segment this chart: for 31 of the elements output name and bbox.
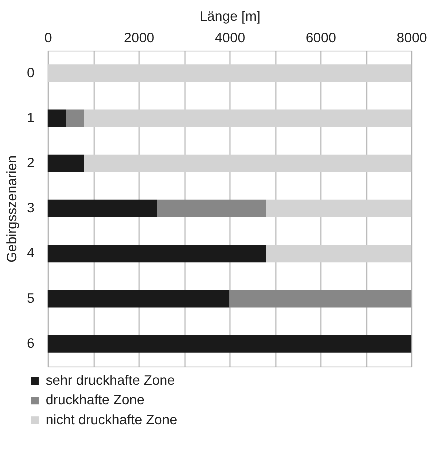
bar: [48, 110, 66, 128]
bar: [48, 290, 230, 308]
y-tick-label: 6: [27, 336, 35, 351]
bar: [84, 154, 412, 172]
x-tick-label: 4000: [215, 30, 246, 46]
y-tick-label: 4: [27, 246, 36, 261]
x-tick-label: 8000: [396, 30, 428, 46]
x-tick-label: 0: [44, 30, 53, 46]
bar: [66, 110, 84, 128]
bar: [48, 200, 158, 218]
bar: [48, 245, 266, 263]
legend-label: nicht druckhafte Zone: [46, 412, 178, 428]
bar: [266, 200, 412, 218]
bar: [84, 110, 412, 128]
y-tick-label: 0: [27, 65, 36, 80]
bar: [266, 245, 412, 263]
bar: [48, 335, 412, 353]
bar: [230, 290, 412, 308]
bar: [48, 64, 412, 82]
y-axis-title: Gebirgsszenarien: [4, 156, 20, 263]
y-tick-label: 5: [27, 290, 36, 306]
legend-label: druckhafte Zone: [46, 392, 145, 408]
x-tick-label: 6000: [306, 30, 337, 46]
bar: [157, 200, 266, 218]
y-tick-label: 1: [27, 110, 35, 126]
legend-label: sehr druckhafte Zone: [46, 373, 176, 388]
bar: [48, 154, 84, 172]
x-tick-label: 2000: [124, 30, 155, 46]
y-tick-label: 2: [27, 156, 35, 171]
y-tick-label: 3: [27, 200, 35, 216]
x-axis-title: Länge [m]: [200, 9, 261, 24]
